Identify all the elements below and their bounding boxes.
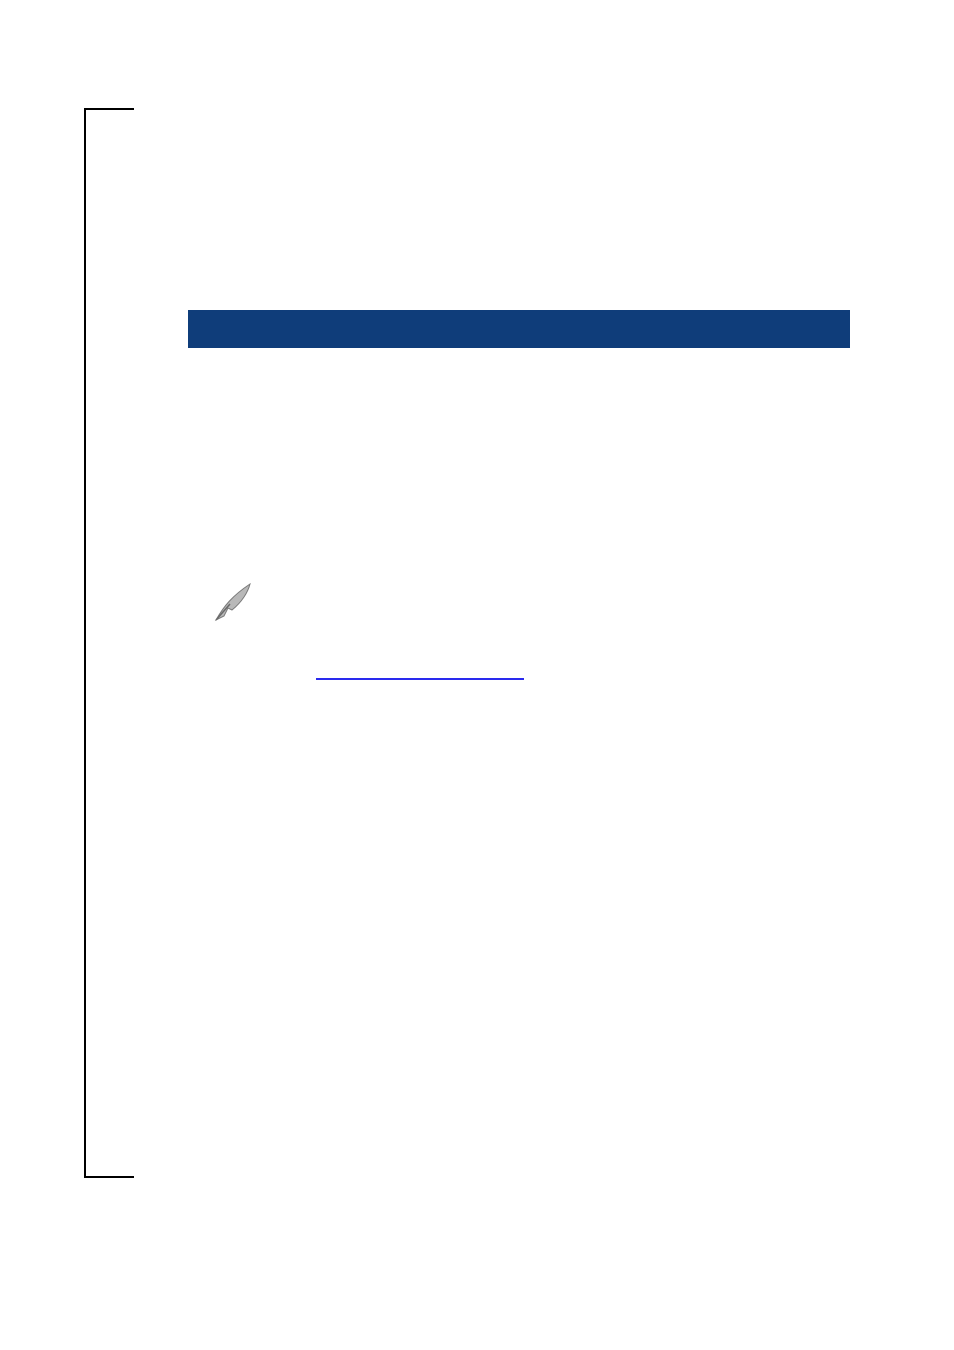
section-banner bbox=[188, 310, 850, 348]
hyperlink-underline[interactable] bbox=[316, 678, 524, 680]
document-page bbox=[0, 0, 954, 1350]
decorative-bracket-bottom bbox=[84, 1176, 134, 1178]
decorative-bracket-top bbox=[84, 108, 134, 1178]
feather-icon bbox=[210, 578, 258, 626]
